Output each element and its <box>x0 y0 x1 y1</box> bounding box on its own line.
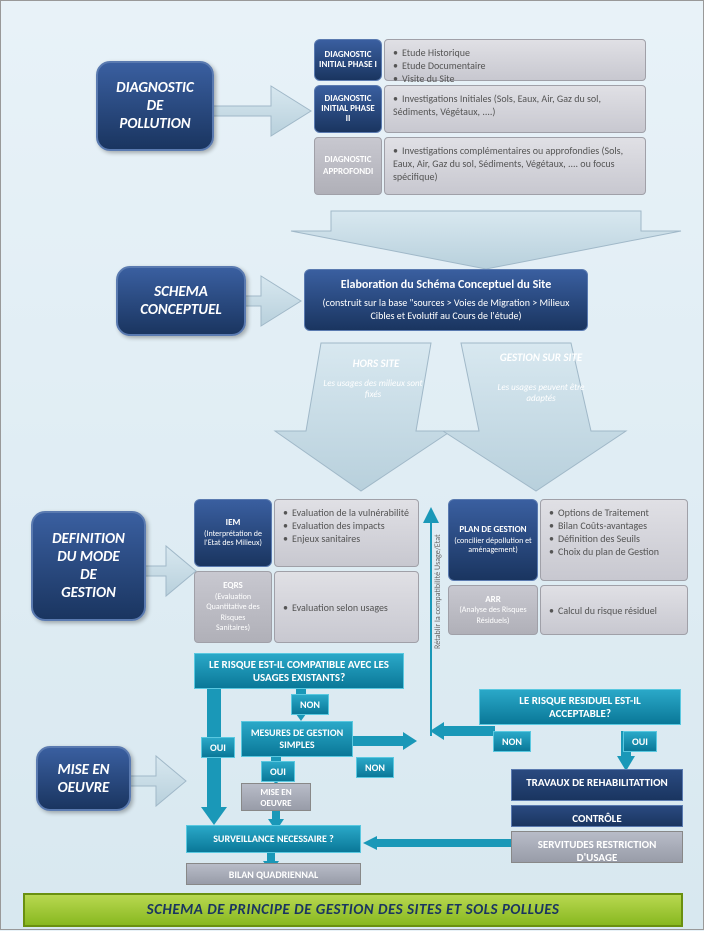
action-servitudes: SERVITUDES RESTRICTION D'USAGE <box>511 831 683 863</box>
stage-label: DIAGNOSTICDEPOLLUTION <box>116 79 194 133</box>
stage-label: MISE ENOEUVRE <box>58 761 110 797</box>
footer-title: SCHEMA DE PRINCIPE DE GESTION DES SITES … <box>23 893 683 927</box>
stage-diagnostic: DIAGNOSTICDEPOLLUTION <box>96 61 214 151</box>
action-controle: CONTRÔLE <box>511 805 683 827</box>
panel-schema-conceptuel: Elaboration du Schéma Conceptuel du Site… <box>304 269 588 331</box>
content-iem: Evaluation de la vulnérabilité Evaluatio… <box>274 499 419 567</box>
label-arr: ARR (Analyse des Risques Résiduels) <box>448 585 538 635</box>
content-approfondi: Investigations complémentaires ou approf… <box>384 137 646 195</box>
decision-q2: LE RISQUE RESIDUEL EST-IL ACCEPTABLE? <box>479 689 681 725</box>
box-bilan: BILAN QUADRIENNAL <box>186 863 361 885</box>
label-plan-gestion: PLAN DE GESTION (concilier dépollution e… <box>448 499 538 581</box>
content-plan-gestion: Options de Traitement Bilan Coûts-avanta… <box>540 499 688 581</box>
branch-left-sub: Les usages des milieux sont fixés <box>323 379 423 401</box>
label-iem: IEM (Interprétation de l'Etat des Milieu… <box>194 499 272 567</box>
label-oui-3: OUI <box>623 731 657 752</box>
decision-q1: LE RISQUE EST-IL COMPATIBLE AVEC LES USA… <box>194 653 404 689</box>
box-mise-en-oeuvre-small: MISE EN OEUVRE <box>241 783 311 811</box>
content-phase1: Etude Historique Etude Documentaire Visi… <box>384 39 646 81</box>
branch-right-sub: Les usages peuvent être adaptés <box>491 383 591 405</box>
label-eqrs: EQRS (Evaluation Quantitative des Risque… <box>194 571 272 643</box>
stage-mise-en-oeuvre: MISE ENOEUVRE <box>36 746 131 811</box>
flowchart-canvas: DIAGNOSTICDEPOLLUTION SCHEMACONCEPTUEL D… <box>1 1 703 929</box>
label-phase2: DIAGNOSTIC INITIAL PHASE II <box>314 85 382 133</box>
action-travaux: TRAVAUX DE REHABILITATTION <box>511 769 683 801</box>
label-oui-2: OUI <box>261 761 295 782</box>
label-non-1: NON <box>291 694 329 715</box>
label-approfondi: DIAGNOSTIC APPROFONDI <box>314 137 382 195</box>
content-arr: Calcul du risque résiduel <box>540 585 688 635</box>
stage-definition: DEFINITIONDU MODEDEGESTION <box>31 511 146 621</box>
decision-mesures: MESURES DE GESTION SIMPLES <box>241 721 353 757</box>
stage-label: SCHEMACONCEPTUEL <box>140 283 221 319</box>
label-oui-1: OUI <box>201 737 235 758</box>
branch-left-title: HORS SITE <box>331 357 421 370</box>
content-eqrs: Evaluation selon usages <box>274 571 419 643</box>
content-phase2: Investigations Initiales (Sols, Eaux, Ai… <box>384 85 646 133</box>
decision-surveillance: SURVEILLANCE NECESSAIRE ? <box>186 825 361 853</box>
stage-schema: SCHEMACONCEPTUEL <box>116 266 246 336</box>
label-non-3: NON <box>493 731 531 752</box>
label-non-2: NON <box>356 757 394 778</box>
side-text-retablir: Rétablir la compatibilité Usage/Etat <box>433 534 443 649</box>
branch-right-title: GESTION SUR SITE <box>491 351 591 364</box>
label-phase1: DIAGNOSTIC INITIAL PHASE I <box>314 39 382 81</box>
stage-label: DEFINITIONDU MODEDEGESTION <box>52 530 125 602</box>
